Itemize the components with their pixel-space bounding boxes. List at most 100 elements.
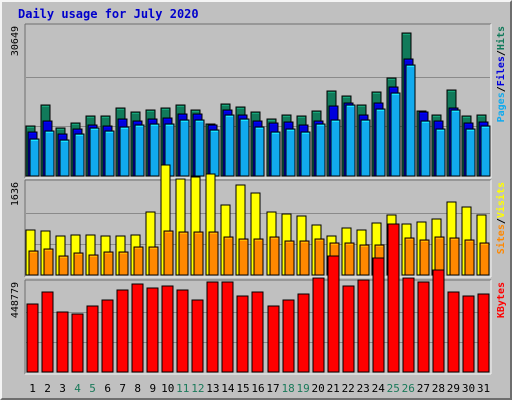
x-day-label: 25 xyxy=(387,382,400,395)
bar-pages-body xyxy=(59,139,70,177)
bar-kbytes-body xyxy=(116,289,129,373)
bar-sites-body xyxy=(253,238,264,276)
bar-pages xyxy=(119,126,130,177)
legend-entry: Hits xyxy=(495,26,507,50)
legend-entry: / xyxy=(496,86,507,92)
bar-kbytes xyxy=(191,299,204,373)
bar-sites xyxy=(88,254,99,276)
legend-entry: / xyxy=(496,218,507,224)
bar-sites xyxy=(344,242,355,276)
bar-sites xyxy=(58,255,69,276)
bar-sites-body xyxy=(58,255,69,276)
bar-sites-body xyxy=(359,244,370,276)
bar-pages-body xyxy=(300,131,311,177)
bar-kbytes xyxy=(86,305,99,373)
bar-sites-body xyxy=(103,251,114,276)
bar-pages xyxy=(435,128,446,177)
bar-pages-body xyxy=(270,131,281,177)
bar-kbytes-body xyxy=(267,305,280,373)
x-day-label: 10 xyxy=(161,382,174,395)
x-day-label: 9 xyxy=(149,382,156,395)
bar-sites-body xyxy=(419,239,430,276)
legend-entry: Files xyxy=(495,56,507,86)
bar-sites xyxy=(73,252,84,276)
bar-kbytes-body xyxy=(417,281,430,373)
x-day-label: 2 xyxy=(44,382,51,395)
y-max-label: 1636 xyxy=(10,182,21,206)
bar-pages-body xyxy=(74,133,85,177)
bar-pages xyxy=(450,109,461,177)
bar-pages xyxy=(254,126,265,177)
bar-kbytes-body xyxy=(282,299,295,373)
axis-legend: KBytes xyxy=(496,282,507,318)
bar-pages xyxy=(224,114,235,177)
x-day-label: 22 xyxy=(342,382,355,395)
bar-sites xyxy=(148,246,159,276)
bar-pages xyxy=(345,104,356,177)
legend-entry: / xyxy=(496,50,507,56)
bar-sites-body xyxy=(88,254,99,276)
bar-sites xyxy=(103,251,114,276)
x-day-label: 18 xyxy=(281,382,294,395)
bar-sites-body xyxy=(284,240,295,276)
bar-pages-body xyxy=(134,124,145,177)
bar-sites-body xyxy=(28,250,39,276)
bar-kbytes-body xyxy=(327,255,340,373)
bar-kbytes-body xyxy=(56,311,69,373)
bar-sites-body xyxy=(449,237,460,276)
bar-pages-body xyxy=(390,92,401,177)
bar-kbytes xyxy=(477,293,490,373)
x-day-label: 24 xyxy=(372,382,386,395)
bar-sites xyxy=(359,244,370,276)
bar-pages-body xyxy=(149,123,160,177)
x-day-label: 23 xyxy=(357,382,370,395)
bar-sites xyxy=(133,246,144,276)
bar-pages-body xyxy=(405,64,416,177)
bar-pages xyxy=(300,131,311,177)
bar-pages-body xyxy=(420,120,431,177)
bar-pages-body xyxy=(330,119,341,177)
x-day-label: 5 xyxy=(89,382,96,395)
bar-kbytes xyxy=(417,281,430,373)
bar-pages xyxy=(375,108,386,177)
bar-sites-body xyxy=(479,242,490,276)
x-day-label: 29 xyxy=(447,382,460,395)
bar-pages xyxy=(89,127,100,177)
bar-kbytes-body xyxy=(447,291,460,373)
bar-pages xyxy=(239,118,250,177)
bar-sites xyxy=(253,238,264,276)
bar-pages xyxy=(285,128,296,177)
bar-pages-body xyxy=(345,104,356,177)
x-day-label: 28 xyxy=(432,382,445,395)
bar-kbytes-body xyxy=(387,223,400,373)
bar-sites-body xyxy=(193,231,204,276)
bar-pages xyxy=(149,123,160,177)
bar-kbytes xyxy=(282,299,295,373)
bar-pages xyxy=(360,119,371,177)
bar-sites xyxy=(43,248,54,276)
x-day-label: 17 xyxy=(266,382,279,395)
bar-kbytes-body xyxy=(191,299,204,373)
y-max-label: 448779 xyxy=(10,282,21,318)
x-day-label: 1 xyxy=(29,382,36,395)
bar-pages-body xyxy=(435,128,446,177)
bar-kbytes xyxy=(387,223,400,373)
bar-kbytes-body xyxy=(71,313,84,373)
bar-pages xyxy=(330,119,341,177)
bar-sites xyxy=(434,236,445,276)
bar-sites-body xyxy=(133,246,144,276)
bar-pages xyxy=(270,131,281,177)
bar-kbytes xyxy=(267,305,280,373)
x-day-label: 7 xyxy=(119,382,126,395)
bar-kbytes xyxy=(56,311,69,373)
bar-pages-body xyxy=(44,130,55,177)
bar-sites xyxy=(163,230,174,276)
bar-kbytes-body xyxy=(206,281,219,373)
bar-pages-body xyxy=(450,109,461,177)
bar-kbytes xyxy=(327,255,340,373)
bar-kbytes xyxy=(26,303,39,373)
bar-kbytes-body xyxy=(221,281,234,373)
bar-pages-body xyxy=(239,118,250,177)
bar-kbytes-body xyxy=(432,269,445,373)
